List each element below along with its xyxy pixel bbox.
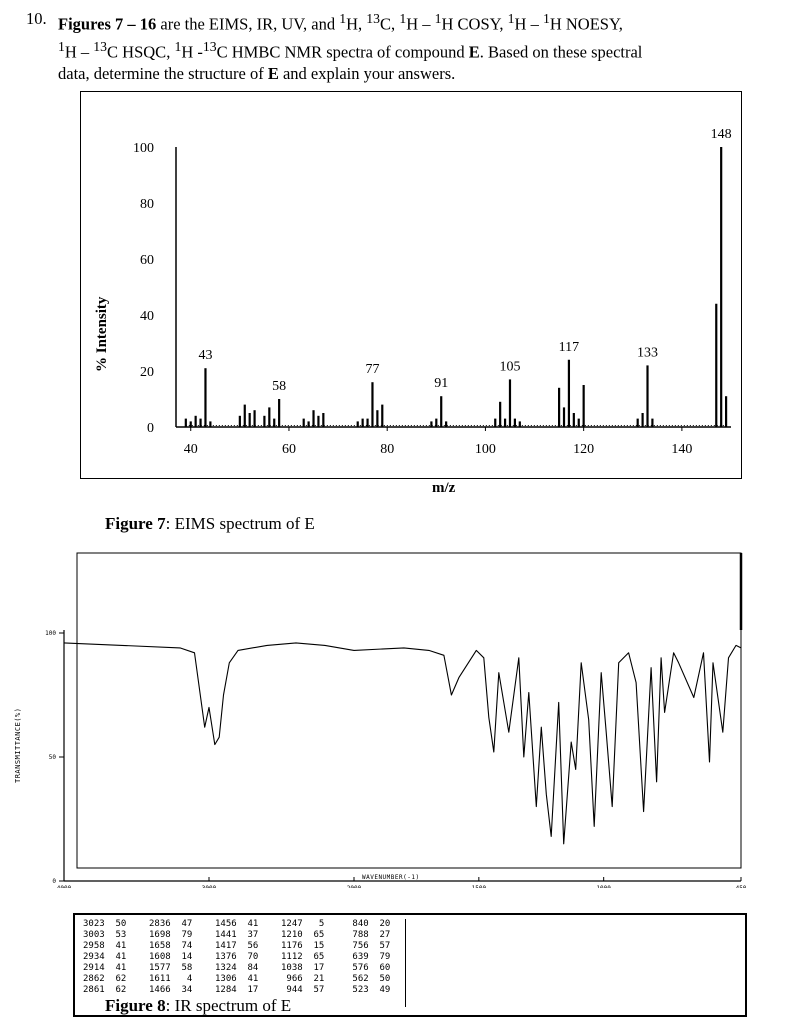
ir-x-tick-label: 2000 xyxy=(347,885,362,888)
eims-x-tick-label: 80 xyxy=(380,442,394,457)
eims-x-tick-label: 40 xyxy=(184,442,198,457)
ir-frame xyxy=(76,552,742,869)
eims-peak-label: 77 xyxy=(365,362,379,377)
ir-x-tick-label: 450 xyxy=(736,885,747,888)
ir-spectrum-line xyxy=(63,642,742,845)
eims-y-tick-label: 80 xyxy=(140,197,154,212)
question-line-1: Figures 7 – 16 are the EIMS, IR, UV, and… xyxy=(58,11,623,34)
ir-peak-col-5: 840 20 788 27 756 57 639 79 576 60 562 5… xyxy=(352,919,391,995)
eims-ylabel: % Intensity xyxy=(94,296,110,372)
eims-peak-label: 148 xyxy=(711,127,732,142)
question-line-2: 1H – 13C HSQC, 1H -13C HMBC NMR spectra … xyxy=(58,38,643,62)
ir-y-tick-label: 50 xyxy=(49,754,57,761)
ir-y-tick-label: 0 xyxy=(52,878,56,885)
ir-chart: TRANSMITTANCE(%) WAVENUMBER(-1) 100 50 040… xyxy=(14,552,747,888)
ir-x-tick-label: 4000 xyxy=(57,885,72,888)
ir-peak-col-3: 1456 41 1441 37 1417 56 1376 70 1324 84 … xyxy=(215,919,259,995)
question-line-3: data, determine the structure of E and e… xyxy=(58,64,456,83)
eims-x-tick-label: 60 xyxy=(282,442,296,457)
ir-peak-col-1: 3023 50 3003 53 2958 41 2934 41 2914 41 … xyxy=(83,919,127,995)
eims-x-tick-label: 100 xyxy=(475,442,496,457)
eims-peak-label: 58 xyxy=(272,379,286,394)
ir-peak-table: 3023 50 3003 53 2958 41 2934 41 2914 41 … xyxy=(73,913,747,1017)
eims-figure-frame: % Intensity 0 20 40 60 80 100 40 60 80 100 120 140 4… xyxy=(80,91,742,479)
ir-y-tick-label: 100 xyxy=(45,630,56,637)
eims-y-tick-label: 40 xyxy=(140,309,154,324)
ir-x-tick-label: 1500 xyxy=(472,885,487,888)
ir-peak-col-4: 1247 5 1210 65 1176 15 1112 65 1038 17 9… xyxy=(281,919,325,995)
eims-peak-label: 105 xyxy=(499,359,520,374)
eims-y-tick-label: 20 xyxy=(140,365,154,380)
eims-peak-label: 117 xyxy=(559,340,579,355)
eims-peak-label: 133 xyxy=(637,345,658,360)
ir-peak-col-2: 2836 47 1698 79 1658 74 1608 14 1577 58 … xyxy=(149,919,193,995)
eims-peak-label: 43 xyxy=(198,348,212,363)
figure7-caption: Figure 7: EIMS spectrum of E xyxy=(105,514,315,533)
ir-x-tick-label: 1000 xyxy=(596,885,611,888)
ir-ylabel: TRANSMITTANCE(%) xyxy=(14,708,22,783)
question-text: 10. Figures 7 – 16 are the EIMS, IR, UV,… xyxy=(26,8,758,85)
eims-peak-label: 91 xyxy=(434,376,448,391)
eims-y-tick-label: 60 xyxy=(140,253,154,268)
eims-x-tick-label: 120 xyxy=(573,442,594,457)
figure8-caption: Figure 8: IR spectrum of E xyxy=(105,996,292,1015)
ir-x-tick-label: 3000 xyxy=(202,885,217,888)
eims-chart: % Intensity 0 20 40 60 80 100 40 60 80 100 120 140 4… xyxy=(94,127,732,457)
eims-xlabel-text: m/z xyxy=(432,480,456,496)
question-number: 10. xyxy=(26,9,47,28)
eims-x-tick-label: 140 xyxy=(671,442,692,457)
eims-y-tick-label: 100 xyxy=(133,141,154,156)
eims-y-tick-label: 0 xyxy=(147,421,154,436)
ir-peak-columns: 3023 50 3003 53 2958 41 2934 41 2914 41 … xyxy=(81,919,406,1007)
ir-xlabel: WAVENUMBER(-1) xyxy=(362,874,420,881)
